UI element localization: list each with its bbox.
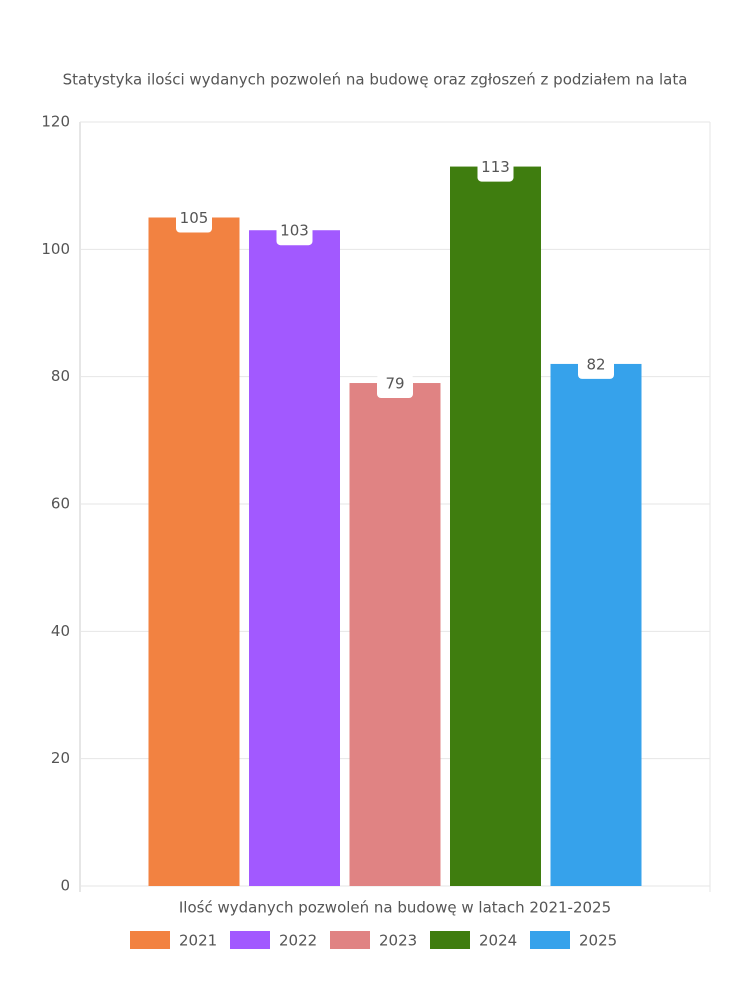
legend-label: 2025 [579, 932, 617, 950]
value-label: 82 [586, 355, 605, 373]
legend-label: 2024 [479, 932, 517, 950]
y-tick-label: 100 [41, 240, 70, 258]
legend-label: 2022 [279, 932, 317, 950]
chart-title: Statystyka ilości wydanych pozwoleń na b… [63, 71, 688, 89]
y-tick-label: 60 [51, 495, 70, 513]
bar [450, 166, 541, 887]
value-label: 79 [385, 375, 404, 393]
legend-label: 2021 [179, 932, 217, 950]
value-label: 105 [180, 209, 209, 227]
value-label-box [477, 157, 514, 182]
bar [148, 217, 240, 886]
bar [349, 383, 441, 886]
legend-swatch [330, 931, 370, 949]
y-tick-label: 120 [41, 113, 70, 131]
y-tick-label: 20 [51, 749, 70, 767]
y-tick-label: 80 [51, 367, 70, 385]
legend-swatch [530, 931, 570, 949]
value-label-box [578, 354, 614, 379]
y-tick-label: 40 [51, 622, 70, 640]
legend-swatch [430, 931, 470, 949]
y-tick-label: 0 [60, 877, 70, 895]
value-label-box [377, 374, 413, 399]
value-label: 113 [481, 158, 510, 176]
bar [550, 363, 642, 886]
legend-swatch [130, 931, 170, 949]
value-label: 103 [280, 222, 309, 240]
value-label-box [176, 208, 212, 233]
legend-label: 2023 [379, 932, 417, 950]
x-tick-label: Ilość wydanych pozwoleń na budowę w lata… [179, 899, 611, 917]
bar [249, 230, 340, 886]
value-label-box [276, 221, 313, 246]
legend-swatch [230, 931, 270, 949]
